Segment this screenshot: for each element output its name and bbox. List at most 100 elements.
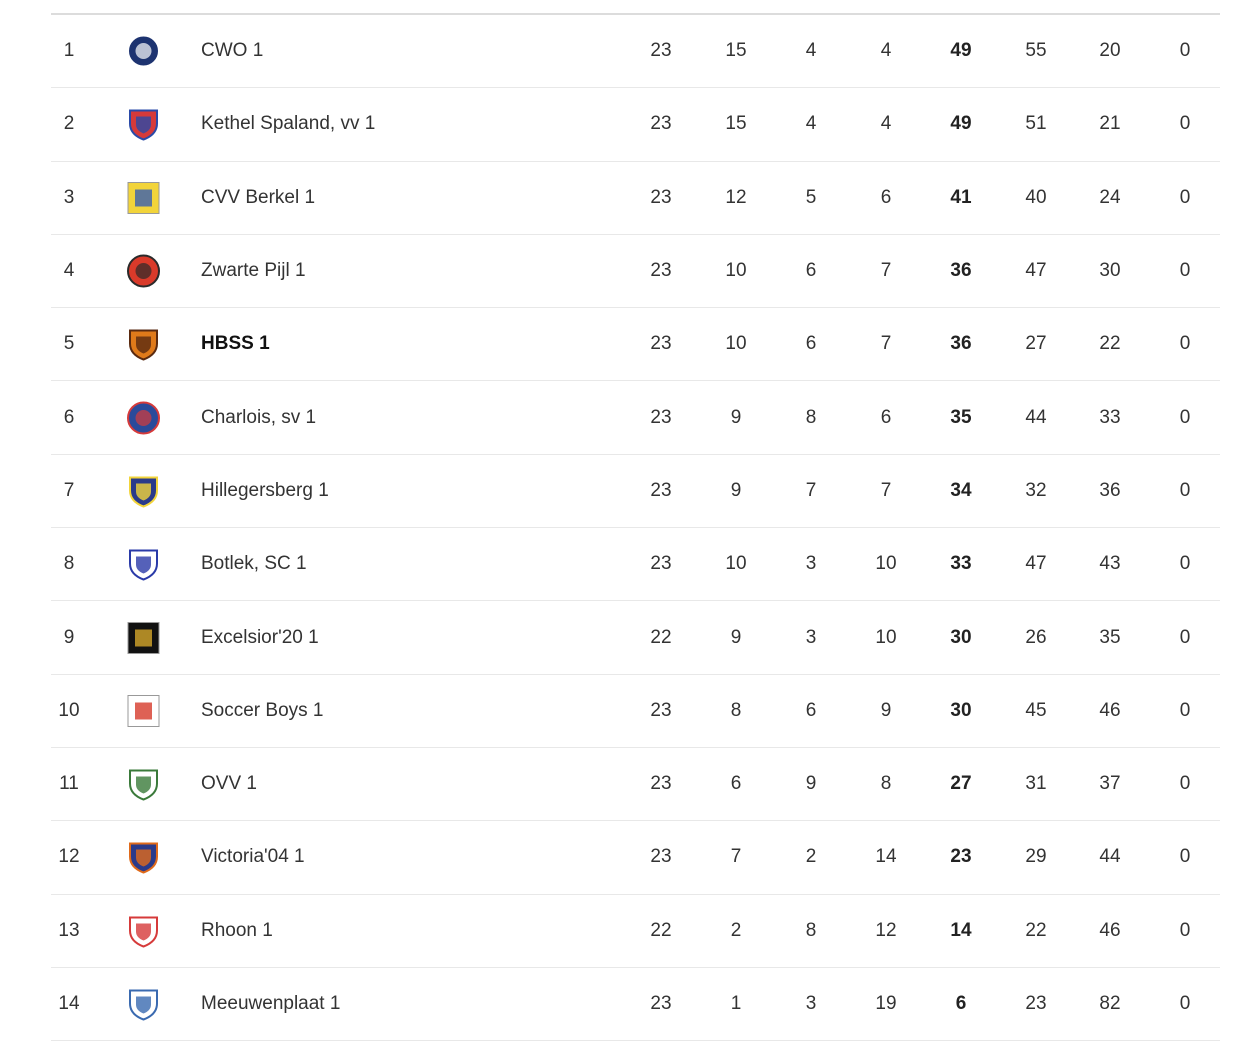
team-name[interactable]: Botlek, SC 1: [201, 553, 307, 575]
team-name[interactable]: Excelsior'20 1: [201, 626, 319, 648]
stat-l: 12: [875, 919, 897, 941]
table-row[interactable]: 1 CWO 1 23 15 4 4 49 55 20 0: [51, 15, 1220, 89]
team-name[interactable]: Rhoon 1: [201, 919, 273, 941]
stat-p: 23: [650, 186, 672, 208]
stat-l: 10: [875, 553, 897, 575]
stat-ga: 35: [1099, 626, 1121, 648]
stat-ga: 46: [1099, 699, 1121, 721]
rank: 4: [63, 260, 75, 282]
stat-pts: 35: [950, 406, 972, 428]
stat-ga: 30: [1099, 260, 1121, 282]
stat-w: 2: [730, 919, 742, 941]
stat-gf: 32: [1025, 479, 1047, 501]
meeuwenplaat-logo: [127, 988, 160, 1021]
stat-pts: 27: [950, 773, 972, 795]
stat-d: 4: [805, 113, 817, 135]
stat-pen: 0: [1179, 846, 1191, 868]
stat-gf: 44: [1025, 406, 1047, 428]
table-row[interactable]: 9 Excelsior'20 1 22 9 3 10 30 26 35 0: [51, 601, 1220, 675]
table-row[interactable]: 4 Zwarte Pijl 1 23 10 6 7 36 47 30 0: [51, 235, 1220, 309]
stat-gf: 40: [1025, 186, 1047, 208]
stat-ga: 22: [1099, 333, 1121, 355]
stat-p: 23: [650, 699, 672, 721]
botlek-logo: [127, 548, 160, 581]
rank: 14: [58, 993, 80, 1014]
stat-gf: 31: [1025, 773, 1047, 795]
stat-pts: 23: [950, 846, 972, 868]
stat-d: 5: [805, 186, 817, 208]
stat-pen: 0: [1179, 479, 1191, 501]
table-row[interactable]: 2 Kethel Spaland, vv 1 23 15 4 4 49 51 21 0: [51, 88, 1220, 162]
table-row[interactable]: 3 CVV Berkel 1 23 12 5 6 41 40 24 0: [51, 162, 1220, 235]
rank: 9: [63, 626, 75, 648]
stat-ga: 21: [1099, 113, 1121, 135]
stat-pts: 30: [950, 626, 972, 648]
stat-pen: 0: [1179, 993, 1191, 1014]
stat-gf: 22: [1025, 919, 1047, 941]
stat-gf: 55: [1025, 40, 1047, 62]
stat-p: 23: [650, 333, 672, 355]
stat-d: 2: [805, 846, 817, 868]
stat-p: 22: [650, 626, 672, 648]
stat-w: 9: [730, 406, 742, 428]
hillegersberg-logo: [127, 474, 160, 508]
stat-pts: 49: [950, 113, 972, 135]
rank: 6: [63, 406, 75, 428]
stat-ga: 20: [1099, 40, 1121, 62]
table-row[interactable]: 10 Soccer Boys 1 23 8 6 9 30 45 46 0: [51, 675, 1220, 748]
stat-pts: 30: [950, 699, 972, 721]
table-row[interactable]: 12 Victoria'04 1 23 7 2 14 23 29 44 0: [51, 821, 1220, 895]
table-row[interactable]: 6 Charlois, sv 1 23 9 8 6 35 44 33 0: [51, 381, 1220, 455]
stat-w: 7: [730, 846, 742, 868]
stat-p: 23: [650, 553, 672, 575]
charlois-logo: [127, 401, 160, 435]
team-name[interactable]: Zwarte Pijl 1: [201, 260, 306, 282]
stat-gf: 23: [1025, 993, 1047, 1014]
stat-pts: 6: [955, 993, 967, 1014]
team-name[interactable]: HBSS 1: [201, 333, 270, 355]
table-row[interactable]: 13 Rhoon 1 22 2 8 12 14 22 46 0: [51, 895, 1220, 968]
table-row[interactable]: 8 Botlek, SC 1 23 10 3 10 33 47 43 0: [51, 528, 1220, 602]
team-name[interactable]: CWO 1: [201, 40, 264, 62]
stat-w: 10: [725, 333, 747, 355]
stat-ga: 43: [1099, 553, 1121, 575]
table-row[interactable]: 11 OVV 1 23 6 9 8 27 31 37 0: [51, 748, 1220, 822]
stat-pts: 41: [950, 186, 972, 208]
stat-gf: 27: [1025, 333, 1047, 355]
team-name[interactable]: Meeuwenplaat 1: [201, 993, 341, 1014]
team-name[interactable]: OVV 1: [201, 773, 257, 795]
team-name[interactable]: Kethel Spaland, vv 1: [201, 113, 376, 135]
stat-w: 6: [730, 773, 742, 795]
team-name[interactable]: Charlois, sv 1: [201, 406, 317, 428]
team-name[interactable]: Victoria'04 1: [201, 846, 305, 868]
stat-pen: 0: [1179, 186, 1191, 208]
team-name[interactable]: Hillegersberg 1: [201, 479, 329, 501]
table-row[interactable]: 7 Hillegersberg 1 23 9 7 7 34 32 36 0: [51, 455, 1220, 529]
stat-w: 15: [725, 113, 747, 135]
rank: 10: [58, 699, 80, 721]
stat-l: 6: [880, 186, 892, 208]
rank: 1: [63, 40, 75, 62]
stat-pen: 0: [1179, 406, 1191, 428]
stat-w: 9: [730, 479, 742, 501]
soccer-boys-logo: [127, 694, 160, 727]
stat-l: 19: [875, 993, 897, 1014]
stat-pts: 14: [950, 919, 972, 941]
stat-l: 7: [880, 333, 892, 355]
stat-pen: 0: [1179, 260, 1191, 282]
stat-d: 6: [805, 699, 817, 721]
stat-p: 23: [650, 846, 672, 868]
stat-p: 23: [650, 479, 672, 501]
table-row[interactable]: 5 HBSS 1 23 10 6 7 36 27 22 0: [51, 308, 1220, 382]
stat-p: 23: [650, 260, 672, 282]
stat-l: 9: [880, 699, 892, 721]
rank: 2: [63, 113, 75, 135]
table-row[interactable]: 14 Meeuwenplaat 1 23 1 3 19 6 23 82 0: [51, 968, 1220, 1042]
stat-gf: 47: [1025, 553, 1047, 575]
stat-p: 23: [650, 773, 672, 795]
team-name[interactable]: CVV Berkel 1: [201, 186, 316, 208]
stat-d: 9: [805, 773, 817, 795]
stat-gf: 29: [1025, 846, 1047, 868]
hbss-logo: [127, 328, 160, 361]
team-name[interactable]: Soccer Boys 1: [201, 699, 324, 721]
